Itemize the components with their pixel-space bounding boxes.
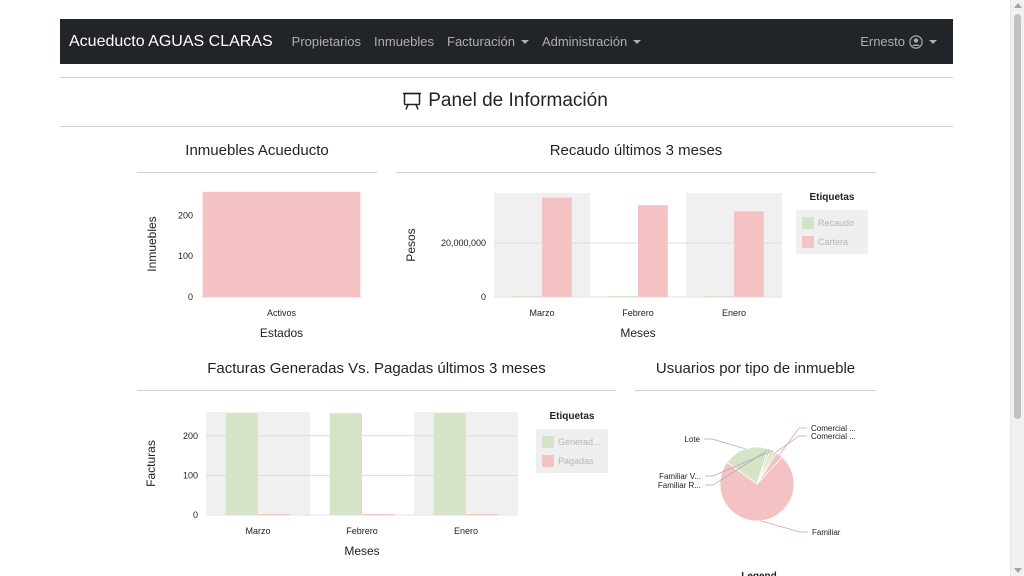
scrollbar-thumb[interactable]: [1014, 14, 1021, 419]
nav-administracion-dropdown[interactable]: Administración: [541, 34, 642, 49]
y-tick-label: 0: [481, 292, 486, 302]
pie-slice: [719, 456, 795, 522]
card-divider: [396, 172, 876, 173]
pie-label: Comercial ...: [811, 424, 856, 433]
recaudo-bar-chart: 0 20,000,000 Marzo Febrero Enero Meses Pesos Et…: [404, 192, 868, 340]
top-navbar: Acueducto AGUAS CLARAS Propietarios Inmu…: [60, 19, 953, 64]
bar: [512, 296, 542, 297]
nav-label: Inmuebles: [374, 34, 435, 49]
bar: [225, 413, 258, 515]
pie-label: Familiar V...: [659, 472, 701, 481]
y-tick-label: 0: [193, 510, 198, 520]
legend-title: Etiquetas: [809, 192, 854, 203]
x-axis-title: Estados: [260, 326, 303, 340]
facturas-bar-chart: 0 100 200 Marzo Febrero Enero Meses Facturas Eti…: [144, 411, 608, 558]
x-axis-title: Meses: [620, 326, 655, 340]
legend-label: Recaudo: [818, 218, 854, 228]
y-axis-title: Facturas: [144, 440, 158, 487]
x-tick-label: Activos: [267, 308, 297, 318]
legend-label: Generad...: [558, 437, 601, 447]
pie-slice: [756, 452, 783, 485]
legend-swatch: [542, 455, 554, 467]
user-name: Ernesto: [860, 34, 905, 49]
bar: [734, 211, 764, 297]
bar: [258, 514, 291, 515]
user-menu-dropdown[interactable]: Ernesto: [860, 19, 937, 64]
scrollbar[interactable]: [1010, 0, 1024, 576]
y-tick-label: 0: [188, 292, 193, 302]
legend-title: Etiquetas: [549, 411, 594, 422]
x-tick-label: Enero: [454, 526, 478, 536]
nav-label: Propietarios: [291, 34, 362, 49]
card-divider: [137, 172, 377, 173]
legend-swatch: [802, 236, 814, 248]
pie-label: Familiar: [812, 528, 841, 537]
legend-label: Pagadas: [558, 456, 594, 466]
user-circle-icon: [909, 34, 923, 49]
pie-label: Familiar R...: [658, 481, 701, 490]
caret-down-icon: [633, 39, 642, 44]
scroll-up-arrow-icon[interactable]: [1014, 3, 1022, 8]
legend-swatch: [802, 217, 814, 229]
bar: [329, 413, 362, 515]
x-axis-title: Meses: [344, 544, 379, 558]
y-axis-title: Pesos: [404, 228, 418, 261]
card-title-recaudo: Recaudo últimos 3 meses: [549, 142, 723, 159]
easel-icon: [403, 92, 422, 110]
x-tick-label: Marzo: [529, 308, 554, 318]
caret-down-icon: [929, 39, 937, 44]
scroll-down-arrow-icon[interactable]: [1014, 568, 1022, 573]
pie-label: Lote: [684, 435, 700, 444]
y-tick-label: 20,000,000: [441, 238, 486, 248]
pie-label: Comercial ...: [811, 432, 856, 441]
pie-leader-line: [775, 435, 807, 453]
bar: [362, 514, 395, 515]
card-title-facturas: Facturas Generadas Vs. Pagadas últimos 3…: [207, 360, 546, 377]
pie-leader-line: [760, 520, 808, 533]
bar: [704, 296, 734, 297]
y-tick-label: 100: [183, 470, 198, 480]
nav-label: Administración: [541, 34, 628, 49]
x-tick-label: Febrero: [622, 308, 654, 318]
pie-leader-line: [705, 448, 770, 486]
bar: [542, 197, 572, 297]
y-tick-label: 100: [178, 251, 193, 261]
brand-link[interactable]: Acueducto AGUAS CLARAS: [69, 32, 273, 50]
caret-down-icon: [520, 39, 529, 44]
card-title-inmuebles: Inmuebles Acueducto: [185, 142, 329, 159]
pie-leader-line: [705, 450, 773, 477]
y-axis-title: Inmuebles: [145, 216, 159, 271]
bar: [638, 205, 668, 297]
y-tick-label: 200: [178, 210, 193, 220]
usuarios-pie-chart: Familiar Lote Familiar R...Familiar V... Co…: [658, 424, 856, 576]
x-tick-label: Enero: [722, 308, 746, 318]
nav-facturacion-dropdown[interactable]: Facturación: [447, 34, 529, 49]
divider: [60, 126, 953, 127]
y-tick-label: 200: [183, 431, 198, 441]
card-title-usuarios: Usuarios por tipo de inmueble: [655, 360, 856, 377]
pie-leader-line: [779, 427, 807, 455]
card-divider: [137, 390, 616, 391]
divider: [60, 77, 953, 78]
x-tick-label: Marzo: [245, 526, 270, 536]
nav-inmuebles[interactable]: Inmuebles: [374, 34, 434, 49]
nav-label: Facturación: [447, 34, 515, 49]
legend-label: Cartera: [818, 237, 848, 247]
legend-title: Legend: [741, 571, 777, 576]
legend-swatch: [542, 436, 554, 448]
nav-propietarios[interactable]: Propietarios: [292, 34, 361, 49]
inmuebles-bar-chart: 0 100 200 Activos Estados Inmuebles: [145, 191, 362, 340]
bar: [433, 413, 466, 515]
page-title-text: Panel de Información: [428, 90, 608, 111]
bar: [202, 191, 361, 297]
x-tick-label: Febrero: [346, 526, 378, 536]
pie-leader-line: [704, 438, 746, 450]
page-title: Panel de Información: [0, 90, 1010, 112]
card-divider: [635, 390, 876, 391]
bar: [608, 296, 638, 297]
bar: [466, 514, 499, 515]
